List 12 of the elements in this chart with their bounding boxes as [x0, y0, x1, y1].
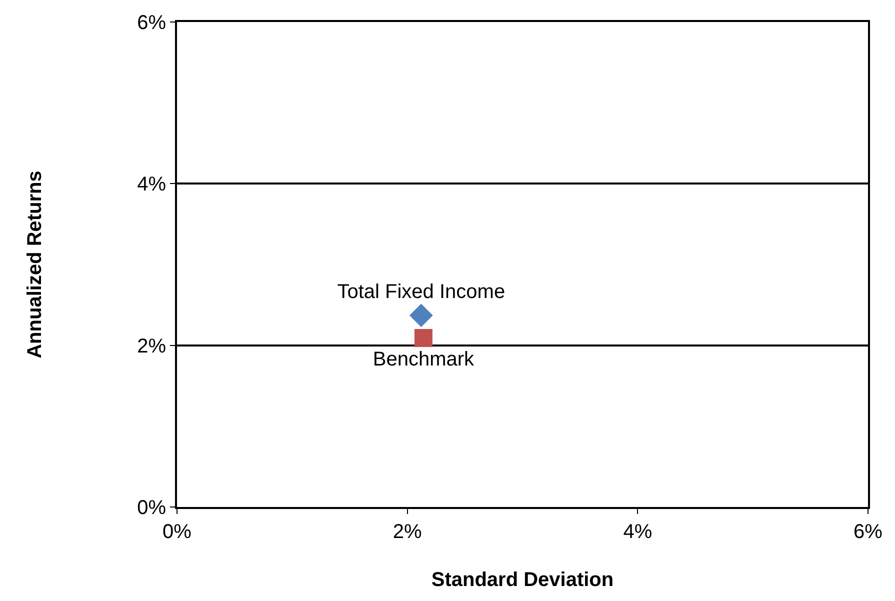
y-tick-label: 2% [137, 335, 166, 358]
x-tick-label: 6% [854, 521, 883, 543]
y-tick-label: 6% [137, 12, 166, 34]
y-tick-label: 4% [137, 174, 166, 196]
x-tick-label: 4% [623, 521, 652, 543]
y-axis-title: Annualized Returns [24, 170, 46, 358]
x-tick-label: 0% [162, 521, 192, 543]
series-label: Total Fixed Income [337, 281, 506, 304]
series-label: Benchmark [372, 348, 476, 370]
x-axis-title: Standard Deviation [431, 569, 614, 591]
x-tick-label: 2% [392, 521, 422, 543]
y-tick-label: 0% [137, 497, 166, 519]
